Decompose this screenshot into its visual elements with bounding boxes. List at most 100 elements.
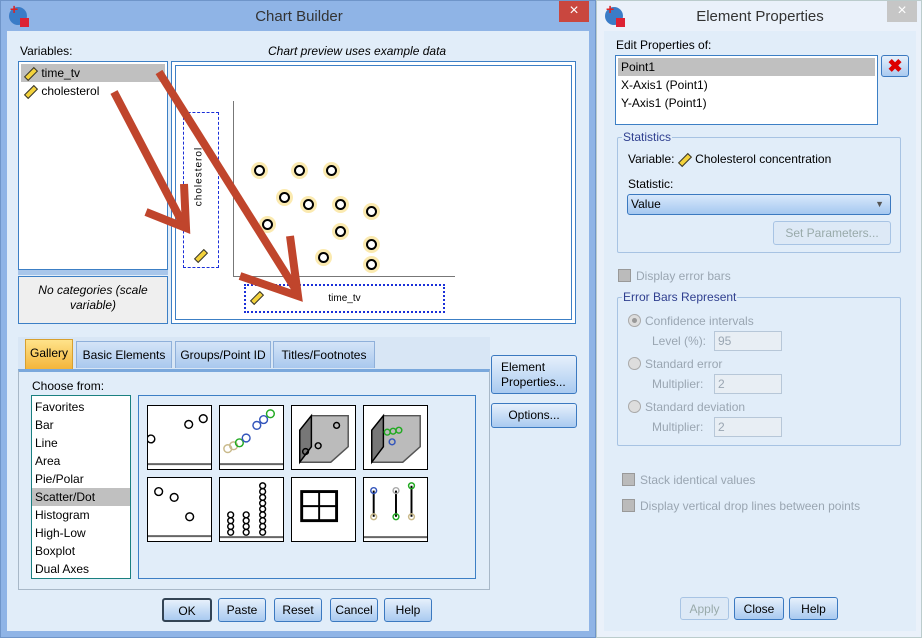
confidence-intervals-radio[interactable] <box>628 314 641 327</box>
chart-type-item[interactable]: Pie/Polar <box>35 472 84 486</box>
error-bars-group: Error Bars Represent <box>617 290 901 446</box>
example-point <box>363 236 380 253</box>
drop-lines-label: Display vertical drop lines between poin… <box>640 499 861 513</box>
thumbnail-simple-3d-scatter[interactable] <box>291 405 356 470</box>
example-point <box>300 196 317 213</box>
drop-lines-checkbox[interactable] <box>622 499 635 512</box>
categories-box: No categories (scale variable) <box>18 276 168 324</box>
sd-multiplier-label: Multiplier: <box>652 420 704 434</box>
example-point <box>363 203 380 220</box>
help-button[interactable]: Help <box>384 598 432 622</box>
preview-note: Chart preview uses example data <box>268 44 447 58</box>
delete-element-button[interactable]: ✖ <box>881 55 909 77</box>
thumbnail-scatterplot-matrix[interactable] <box>291 477 356 542</box>
splitter-handle[interactable] <box>18 270 168 275</box>
summary-point-plot-icon <box>148 486 211 538</box>
statistic-label: Statistic: <box>628 177 674 191</box>
display-error-bars-checkbox[interactable] <box>618 269 631 282</box>
x-axis-drop-zone[interactable]: time_tv <box>244 284 445 313</box>
app-icon <box>605 1 625 27</box>
scale-ruler-icon <box>677 152 692 167</box>
level-input[interactable]: 95 <box>714 331 782 351</box>
tab-titles-footnotes[interactable]: Titles/Footnotes <box>273 341 375 368</box>
chart-type-item[interactable]: Line <box>35 436 58 450</box>
window-title: Chart Builder <box>255 8 343 25</box>
standard-deviation-radio[interactable] <box>628 400 641 413</box>
thumbnail-summary-point-plot[interactable] <box>147 477 212 542</box>
arrow-cholesterol-to-y-axis <box>110 90 186 224</box>
options-button[interactable]: Options... <box>491 403 577 428</box>
standard-deviation-label: Standard deviation <box>645 400 746 414</box>
choose-from-label: Choose from: <box>32 379 105 393</box>
chart-type-item[interactable]: Histogram <box>35 508 90 522</box>
arrow-head <box>144 183 191 235</box>
set-parameters-button[interactable]: Set Parameters... <box>773 221 891 245</box>
simple-3d-scatter-icon <box>299 413 349 465</box>
thumbnail-grouped-scatter[interactable] <box>219 405 284 470</box>
close-icon: × <box>569 2 579 19</box>
grouped-scatter-icon <box>220 409 283 466</box>
scatterplot-matrix-icon <box>300 490 339 523</box>
tab-groups-point-id[interactable]: Groups/Point ID <box>175 341 271 368</box>
example-point <box>363 256 380 273</box>
element-item-point1[interactable]: Point1 <box>618 58 875 76</box>
chart-type-item[interactable]: Bar <box>35 418 54 432</box>
sd-multiplier-input[interactable]: 2 <box>714 417 782 437</box>
ok-button[interactable]: OK <box>162 598 212 622</box>
paste-button[interactable]: Paste <box>218 598 266 622</box>
delete-x-icon: ✖ <box>887 56 903 76</box>
chart-type-item[interactable]: Boxplot <box>35 544 76 558</box>
annotation-arrows <box>110 69 303 302</box>
grouped-3d-scatter-icon <box>371 413 421 465</box>
variable-value: Cholesterol concentration <box>695 152 832 166</box>
thumbnail-grouped-3d-scatter[interactable] <box>363 405 428 470</box>
example-point <box>291 162 308 179</box>
thumbnail-drop-line[interactable] <box>363 477 428 542</box>
window-title: Element Properties <box>696 8 824 25</box>
chevron-down-icon: ▼ <box>875 199 884 209</box>
arrow-time-tv-to-x-axis <box>155 69 300 293</box>
chart-type-item[interactable]: High-Low <box>35 526 86 540</box>
chart-type-item[interactable]: Area <box>35 454 61 468</box>
close-icon: × <box>897 2 907 19</box>
variables-list[interactable]: time_tv cholesterol <box>18 61 168 270</box>
example-point <box>323 162 340 179</box>
close-button[interactable]: × <box>887 1 917 22</box>
help-button[interactable]: Help <box>789 597 838 620</box>
example-point <box>315 249 332 266</box>
tab-gallery[interactable]: Gallery <box>25 339 73 369</box>
element-item-x-axis[interactable]: X-Axis1 (Point1) <box>621 78 708 92</box>
standard-error-radio[interactable] <box>628 357 641 370</box>
arrow-head <box>238 235 303 302</box>
drop-line-icon <box>364 482 427 539</box>
statistics-group: Statistics <box>617 130 901 253</box>
chart-type-list[interactable]: Favorites Bar Line Area Pie/Polar Scatter/Dot… <box>31 395 131 579</box>
simple-dot-plot-icon <box>220 482 283 539</box>
edit-properties-label: Edit Properties of: <box>616 38 712 52</box>
element-item-y-axis[interactable]: Y-Axis1 (Point1) <box>621 96 707 110</box>
apply-button[interactable]: Apply <box>680 597 729 620</box>
stack-identical-checkbox[interactable] <box>622 473 635 486</box>
chart-type-item[interactable]: Dual Axes <box>35 562 90 576</box>
statistic-dropdown[interactable]: Value ▼ <box>627 194 891 215</box>
x-axis-label: time_tv <box>328 293 361 304</box>
cancel-button[interactable]: Cancel <box>330 598 378 622</box>
chart-type-item[interactable]: Favorites <box>35 400 85 414</box>
elements-list[interactable]: Point1 X-Axis1 (Point1) Y-Axis1 (Point1) <box>615 55 878 125</box>
thumbnail-simple-dot-plot[interactable] <box>219 477 284 542</box>
element-properties-button[interactable]: Element Properties... <box>491 355 577 394</box>
example-point <box>332 196 349 213</box>
simple-scatter-icon <box>146 413 211 466</box>
variable-item-cholesterol[interactable]: cholesterol <box>21 82 165 100</box>
element-properties-window: Element Properties × <box>596 0 922 638</box>
display-error-bars-label: Display error bars <box>636 269 731 283</box>
se-multiplier-input[interactable]: 2 <box>714 374 782 394</box>
variables-label: Variables: <box>20 44 73 58</box>
close-button[interactable]: × <box>559 1 589 22</box>
thumbnail-simple-scatter[interactable] <box>146 405 212 470</box>
chart-type-item[interactable]: Scatter/Dot <box>32 488 130 506</box>
variable-item-time-tv[interactable]: time_tv <box>21 64 165 82</box>
close-dialog-button[interactable]: Close <box>734 597 784 620</box>
reset-button[interactable]: Reset <box>274 598 322 622</box>
tab-basic-elements[interactable]: Basic Elements <box>76 341 172 368</box>
